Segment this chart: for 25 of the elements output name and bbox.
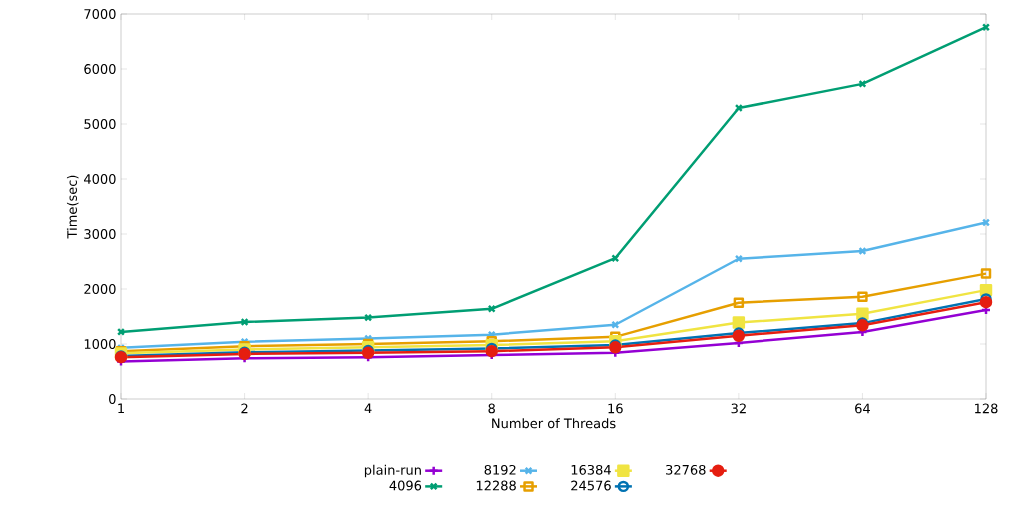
y-tick-label: 1000: [84, 339, 116, 349]
x-tick-label: 16: [608, 403, 623, 414]
x-tick-label: 1: [118, 403, 124, 414]
legend-label: 16384: [571, 464, 611, 475]
y-tick-label: 5000: [84, 119, 116, 129]
x-tick-label: 4: [364, 403, 372, 414]
legend-label: plain-run: [364, 464, 421, 478]
legend-label: 24576: [571, 480, 611, 491]
legend-label: 8192: [484, 464, 516, 475]
legend-label: 12288: [476, 480, 516, 491]
y-tick-label: 0: [109, 394, 116, 404]
y-tick-label: 3000: [84, 229, 116, 239]
x-tick-label: 128: [975, 403, 998, 414]
x-tick-label: 32: [731, 403, 746, 414]
y-axis-title: Time(sec): [66, 175, 79, 239]
y-tick-label: 2000: [84, 284, 116, 294]
x-tick-label: 8: [488, 403, 495, 414]
y-tick-label: 4000: [84, 174, 116, 184]
x-tick-label: 2: [241, 403, 248, 414]
y-tick-label: 6000: [84, 64, 116, 74]
legend-label: 32768: [666, 464, 706, 475]
x-axis-title: Number of Threads: [492, 418, 616, 429]
x-tick-label: 64: [855, 403, 870, 414]
legend-label: 4096: [389, 480, 422, 491]
y-tick-label: 7000: [84, 9, 116, 19]
